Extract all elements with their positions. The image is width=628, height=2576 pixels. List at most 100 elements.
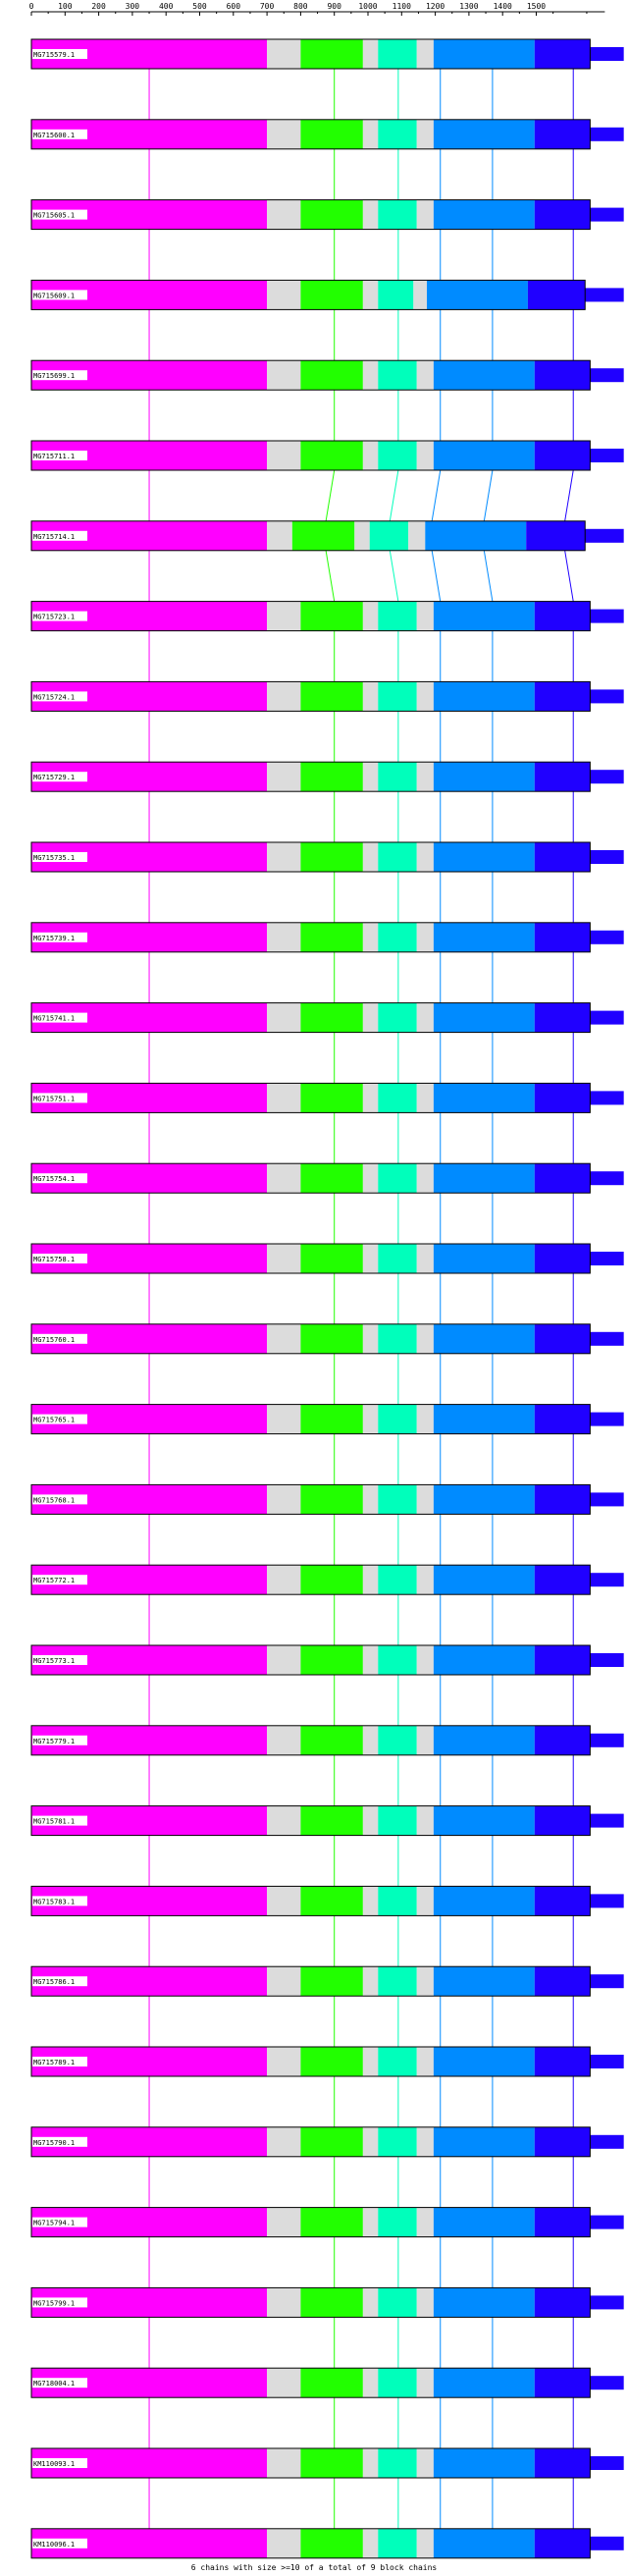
block-gray [416,2047,434,2076]
block-gray [362,1484,379,1515]
chain-tail [590,449,624,462]
block-green [300,119,363,149]
chain-frame [30,680,591,712]
block-teal [378,2528,417,2558]
chain-label-bg [32,2057,87,2066]
block-gray [416,842,434,872]
chain-label: MG715605.1 [33,212,75,220]
axis-tick-label: 0 [29,2,34,11]
chain-tail [590,1091,624,1105]
chain-frame [30,1243,591,1274]
block-gray [267,199,301,230]
chain-row: MG715724.1 [30,680,624,712]
chain-row: MG715605.1 [30,199,624,231]
block-gray [362,1083,379,1113]
block-blue [433,1966,535,1997]
chain-row: MG715600.1 [30,119,624,150]
block-gray [267,601,301,631]
chain-row: MG715779.1 [30,1725,624,1756]
block-gray [362,39,379,69]
connector-line [564,550,574,602]
block-blue [433,1645,535,1675]
block-gray [362,199,379,230]
block-blue [433,2287,535,2318]
block-gray [267,441,301,470]
block-green [300,1323,363,1354]
chain-tail [590,1252,624,1265]
block-gray [267,1244,301,1273]
block-green [300,842,363,872]
chain-label-bg [32,1173,87,1184]
block-blue [433,360,535,391]
chain-label: MG715600.1 [33,132,75,139]
chain-row: MG715790.1 [30,2126,624,2158]
chain-frame [30,1564,591,1595]
chain-label: MG715699.1 [33,372,75,380]
block-indigo [534,1323,591,1354]
block-indigo [534,1404,591,1434]
block-blue [433,1323,535,1354]
block-blue [427,280,528,310]
chain-row: MG715723.1 [30,601,624,632]
block-blue [433,2368,535,2398]
chain-label-bg [32,1012,87,1023]
chain-label-bg [32,2538,87,2549]
block-teal [378,1886,417,1916]
block-teal [378,2047,417,2076]
chain-tail [590,47,624,61]
axis-tick-label: 600 [227,2,241,11]
block-indigo [534,842,591,872]
chain-frame [30,841,591,873]
chain-tail [590,609,624,623]
block-gray [267,360,301,391]
block-gray [267,1725,301,1755]
chain-frame [30,2528,591,2559]
block-gray [416,922,434,952]
chain-label-bg [32,852,87,862]
chain-frame [30,1082,591,1113]
block-blue [433,2047,535,2076]
block-indigo [527,280,586,310]
chain-frame [30,199,591,231]
block-gray [267,2126,301,2157]
chain-label-bg [32,2378,87,2388]
chain-label: MG715723.1 [33,614,75,621]
chain-tail [590,1733,624,1747]
chain-label: MG715729.1 [33,774,75,781]
chain-tail [590,930,624,944]
block-gray [416,601,434,631]
chain-frame [30,1885,591,1916]
axis-tick-label: 400 [159,2,174,11]
block-green [300,2448,363,2478]
chain-label: MG715724.1 [33,693,75,701]
block-teal [378,1163,417,1194]
chain-label-bg [32,691,87,702]
block-blue [433,441,535,470]
block-blue [433,1404,535,1434]
block-teal [378,1725,417,1755]
chain-frame [30,2367,591,2398]
chain-frame [30,1162,591,1194]
chain-label-bg [32,1815,87,1826]
chain-label-bg [32,370,87,381]
block-teal [378,762,417,792]
block-gray [362,922,379,952]
chain-frame [30,359,591,391]
block-blue [433,2448,535,2478]
connector-line [389,469,399,521]
chain-tail [590,1412,624,1426]
block-teal [378,842,417,872]
chain-frame [30,1965,591,1997]
block-indigo [534,1645,591,1675]
block-gray [362,2368,379,2398]
block-green [300,1244,363,1273]
chain-row: MG715786.1 [30,1965,624,1997]
block-gray [267,2287,301,2318]
block-indigo [534,2448,591,2478]
block-gray [362,2448,379,2478]
chain-row: MG715739.1 [30,922,624,953]
axis-tick-label: 1100 [392,2,411,11]
chain-label-bg [32,1896,87,1906]
block-gray [362,360,379,391]
block-indigo [534,199,591,230]
